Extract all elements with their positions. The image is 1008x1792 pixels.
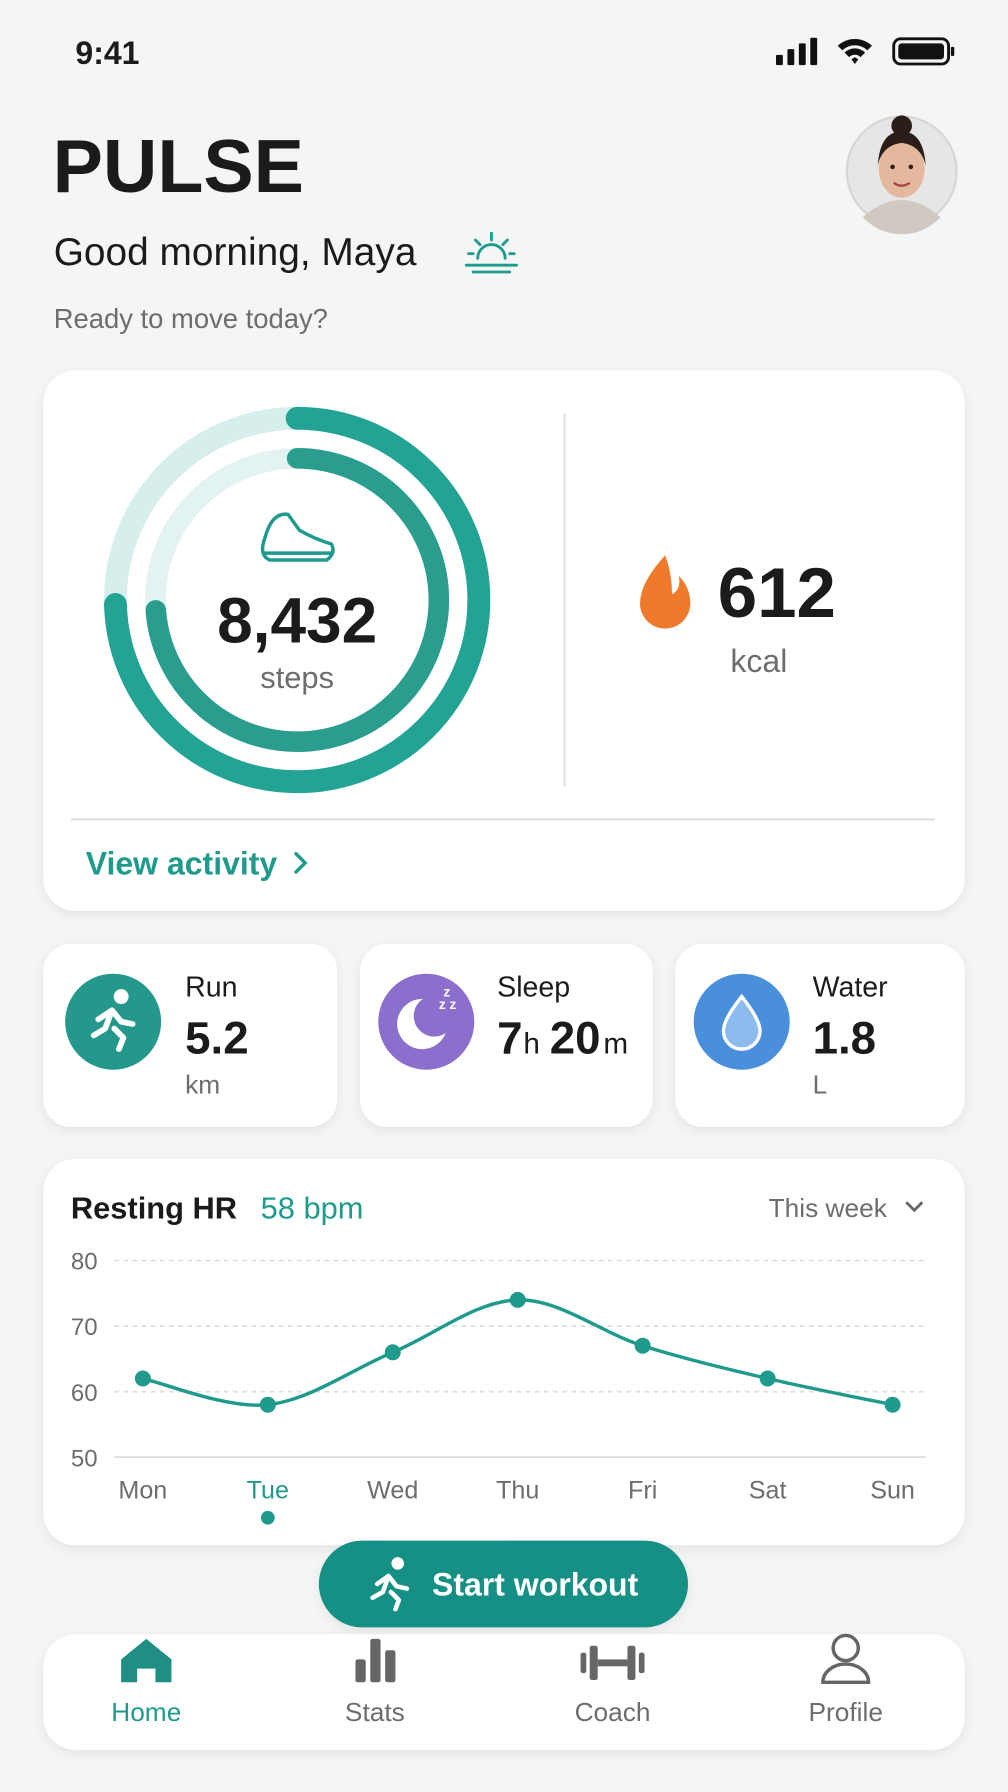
selected-dot xyxy=(260,1510,275,1525)
calories-unit: kcal xyxy=(730,643,787,679)
start-workout-button[interactable]: Start workout xyxy=(318,1540,688,1628)
inner-ring xyxy=(145,448,450,752)
app-title: PULSE xyxy=(53,124,304,208)
bottom-nav: Home Stats Coach Profile xyxy=(43,1633,965,1750)
period-label: This week xyxy=(769,1193,888,1223)
chart-subtitle: 58 bpm xyxy=(261,1190,364,1225)
svg-text:z z: z z xyxy=(439,997,457,1012)
chevron xyxy=(905,1201,924,1213)
stat-value: 5.2 xyxy=(185,1013,249,1064)
stat-value: 1.8 xyxy=(813,1013,877,1064)
stat-minutes: 20 xyxy=(550,1013,601,1064)
period-dropdown[interactable]: This week xyxy=(769,1193,924,1223)
steps-value: 8,432 xyxy=(217,584,377,656)
x-tick-label: Sun xyxy=(870,1476,915,1504)
activity-card: 8,432 steps 612 kcal View activity xyxy=(43,370,965,911)
stat-label: Run xyxy=(185,972,237,1004)
hr-point xyxy=(509,1291,526,1308)
svg-text:z: z xyxy=(443,985,450,1000)
link-text: View activity xyxy=(86,845,278,881)
nav-home[interactable]: Home xyxy=(111,1638,181,1727)
nav-label: Home xyxy=(111,1697,181,1727)
prompt: Ready to move today? xyxy=(54,303,328,334)
outer-ring xyxy=(104,406,491,794)
stat-unit: km xyxy=(185,1070,220,1100)
y-tick-label: 60 xyxy=(71,1380,98,1407)
x-tick-label: Fri xyxy=(628,1476,657,1504)
calories-value: 612 xyxy=(718,554,836,633)
hr-point xyxy=(759,1370,776,1387)
stat-hours-unit: h xyxy=(523,1028,540,1061)
greeting: Good morning, Maya xyxy=(54,231,417,274)
status-time: 9:41 xyxy=(75,35,139,71)
view-activity-link[interactable]: View activity xyxy=(86,845,308,881)
hr-point xyxy=(384,1344,401,1361)
stat-label: Sleep xyxy=(497,972,570,1004)
x-tick-label: Tue xyxy=(247,1476,289,1504)
water-card[interactable]: Water 1.8 L xyxy=(675,944,965,1127)
hr-chart-card: Resting HR 58 bpm This week 50 60 70 80 Mon T… xyxy=(43,1158,965,1546)
status-icons xyxy=(776,37,955,66)
hr-point xyxy=(634,1337,651,1354)
run-card[interactable]: Run 5.2 km xyxy=(43,944,338,1127)
hr-point xyxy=(884,1396,901,1413)
flame-icon xyxy=(640,555,691,629)
nav-stats[interactable]: Stats xyxy=(345,1638,405,1727)
sleep-card[interactable]: z zz Sleep 7 h 20 m xyxy=(360,944,653,1127)
avatar[interactable] xyxy=(845,115,958,235)
nav-coach[interactable]: Coach xyxy=(575,1645,651,1727)
stat-hours: 7 xyxy=(497,1013,522,1064)
hr-point xyxy=(259,1396,276,1413)
shoe-icon xyxy=(260,512,335,562)
y-tick-label: 80 xyxy=(71,1249,98,1276)
nav-label: Stats xyxy=(345,1697,405,1727)
x-tick-label: Sat xyxy=(749,1476,787,1504)
chart-title: Resting HR xyxy=(71,1190,237,1225)
x-tick-label: Wed xyxy=(367,1476,418,1504)
nav-profile[interactable]: Profile xyxy=(808,1633,883,1727)
stat-unit: L xyxy=(813,1070,828,1100)
steps-unit: steps xyxy=(260,660,334,695)
nav-label: Coach xyxy=(575,1697,651,1727)
x-tick-label: Thu xyxy=(496,1476,539,1504)
x-tick-label: Mon xyxy=(118,1476,167,1504)
stat-minutes-unit: m xyxy=(603,1028,628,1061)
nav-label: Profile xyxy=(808,1697,882,1727)
y-tick-label: 50 xyxy=(71,1445,98,1472)
hr-point xyxy=(134,1370,151,1387)
sun-icon xyxy=(464,231,518,274)
chevron xyxy=(294,852,308,874)
button-label: Start workout xyxy=(432,1566,639,1602)
stat-label: Water xyxy=(813,972,889,1004)
y-tick-label: 70 xyxy=(71,1314,98,1341)
